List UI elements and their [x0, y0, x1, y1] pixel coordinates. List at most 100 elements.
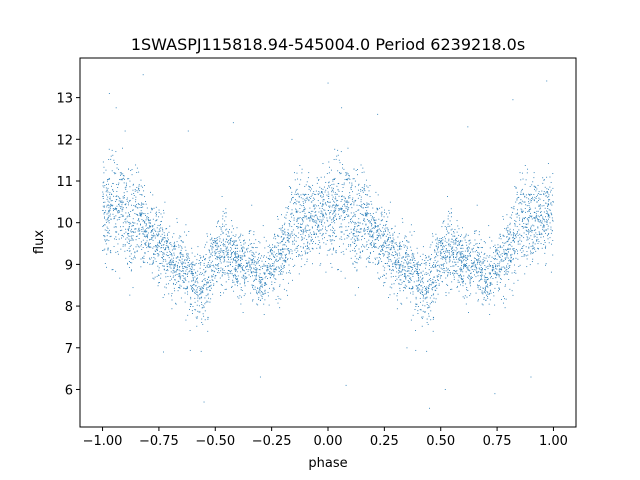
data-point [476, 268, 478, 270]
data-point [354, 294, 356, 296]
data-point [248, 262, 250, 264]
data-point [222, 215, 224, 217]
data-point [195, 285, 197, 287]
data-point [107, 183, 109, 185]
data-point [376, 257, 378, 259]
data-point [157, 255, 159, 257]
data-point [373, 243, 375, 245]
data-point [105, 243, 107, 245]
data-point [246, 248, 248, 250]
data-point [311, 236, 313, 238]
data-point [149, 239, 150, 241]
data-point [282, 247, 283, 249]
data-point [499, 246, 501, 248]
data-point [272, 250, 273, 252]
data-point [281, 256, 282, 258]
data-point [354, 261, 356, 262]
data-point [144, 229, 146, 231]
data-point [200, 293, 202, 295]
data-point [149, 243, 151, 244]
data-point [227, 241, 229, 243]
data-point [220, 257, 221, 259]
data-point [127, 262, 128, 264]
data-point [244, 242, 246, 244]
data-point [411, 254, 413, 256]
data-point [255, 275, 257, 277]
data-point [171, 253, 173, 255]
data-point [417, 264, 419, 266]
data-point [240, 265, 242, 266]
data-point [107, 249, 109, 251]
data-point [474, 239, 476, 241]
data-point [484, 289, 486, 290]
data-point [504, 298, 505, 300]
data-point [350, 218, 352, 220]
data-point [354, 216, 356, 217]
data-point [496, 252, 498, 254]
data-point [333, 216, 335, 218]
data-point [309, 220, 311, 222]
data-point [547, 163, 549, 165]
data-point [221, 251, 223, 253]
data-point [180, 276, 182, 278]
data-point [425, 292, 427, 294]
data-point [417, 313, 419, 314]
data-point [326, 240, 328, 241]
data-point [122, 173, 124, 175]
data-point [548, 196, 550, 198]
data-point [183, 277, 185, 279]
data-point [376, 207, 378, 209]
data-point [453, 270, 455, 272]
data-point [431, 241, 433, 243]
data-point [170, 242, 172, 244]
data-point [414, 260, 416, 261]
data-point [396, 295, 398, 297]
data-point [462, 282, 464, 284]
data-point [325, 243, 327, 245]
data-point [441, 256, 443, 258]
data-point [147, 244, 149, 246]
data-point [367, 226, 369, 228]
data-point [348, 196, 350, 198]
data-point [332, 226, 334, 228]
data-point [529, 195, 531, 196]
data-point [257, 287, 258, 289]
data-point [448, 292, 450, 294]
data-point [259, 276, 260, 278]
data-point [478, 231, 480, 233]
data-point [358, 232, 360, 234]
data-point [141, 213, 143, 215]
data-point [395, 259, 397, 261]
data-point [248, 269, 250, 271]
data-point [365, 258, 367, 260]
data-point [407, 264, 409, 266]
data-point [353, 212, 355, 214]
data-point [473, 260, 475, 262]
data-point [489, 314, 491, 315]
data-point [322, 199, 324, 201]
data-point [366, 203, 368, 205]
data-point [256, 274, 257, 276]
data-point [218, 270, 220, 272]
data-point [254, 264, 256, 266]
data-point [322, 238, 324, 240]
data-point [173, 245, 175, 247]
data-point [319, 202, 321, 204]
data-point [497, 265, 499, 266]
data-point [384, 245, 386, 247]
data-point [154, 250, 156, 252]
data-point [222, 225, 224, 227]
data-point [428, 285, 430, 287]
data-point [365, 245, 367, 247]
data-point [429, 283, 431, 285]
data-point [381, 261, 383, 262]
data-point [510, 255, 512, 257]
data-point [404, 266, 406, 268]
data-point [280, 254, 282, 256]
data-point [149, 246, 151, 248]
data-point [259, 288, 261, 290]
data-point [402, 256, 404, 258]
data-point [387, 233, 389, 235]
data-point [228, 261, 230, 263]
data-point [149, 238, 151, 240]
